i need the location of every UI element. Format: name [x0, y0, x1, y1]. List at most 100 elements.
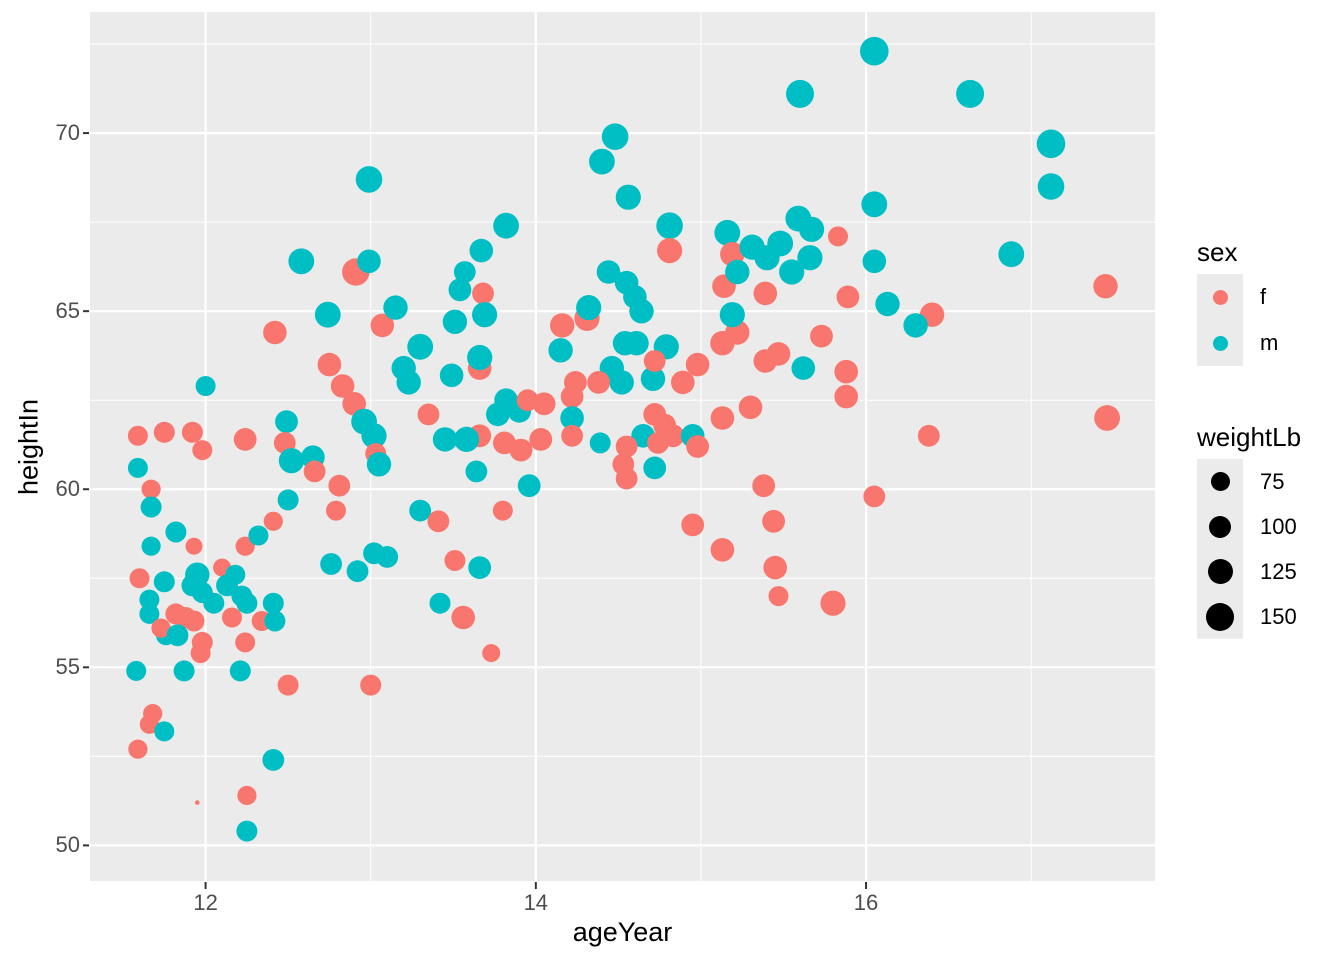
data-point	[762, 509, 785, 533]
data-point	[576, 295, 602, 321]
data-point	[791, 356, 816, 380]
x-axis-title: ageYear	[572, 917, 673, 947]
data-point	[129, 568, 150, 589]
data-point	[860, 36, 889, 66]
x-tick-label: 12	[193, 890, 218, 915]
x-tick-label: 14	[523, 890, 549, 915]
data-point	[275, 410, 298, 433]
data-point	[190, 643, 211, 664]
data-point	[560, 406, 584, 430]
legend-key-label: 125	[1260, 558, 1297, 584]
data-point	[956, 79, 985, 108]
data-point	[615, 467, 638, 490]
data-point	[326, 500, 346, 521]
data-point	[468, 556, 492, 579]
data-point	[139, 603, 160, 624]
data-point	[303, 460, 326, 483]
data-point	[998, 241, 1025, 268]
data-point	[439, 363, 464, 388]
data-point	[482, 644, 501, 663]
data-point	[767, 230, 794, 257]
data-point	[834, 384, 858, 409]
data-point	[752, 474, 776, 498]
data-point	[1037, 173, 1065, 200]
data-point	[317, 352, 342, 377]
data-point	[615, 184, 641, 210]
data-point	[140, 496, 162, 518]
data-point	[725, 259, 750, 285]
data-point	[763, 555, 787, 580]
data-point	[264, 610, 286, 632]
data-point	[216, 574, 238, 597]
data-point	[139, 589, 160, 610]
data-point	[589, 432, 611, 454]
data-point	[472, 302, 498, 328]
data-point	[685, 352, 710, 377]
size-legend-key-100: 100	[1197, 504, 1344, 549]
data-point	[165, 521, 187, 543]
data-point	[753, 281, 778, 306]
data-point	[357, 249, 381, 274]
data-point	[181, 421, 203, 443]
data-point	[1093, 274, 1118, 299]
data-point	[561, 424, 583, 447]
data-point	[640, 366, 666, 391]
data-point	[366, 452, 392, 477]
data-point	[493, 212, 519, 239]
data-point	[797, 245, 823, 271]
data-point	[277, 674, 299, 696]
data-point	[643, 456, 667, 480]
data-point	[710, 538, 735, 562]
data-point	[277, 489, 299, 511]
data-point	[657, 238, 683, 264]
data-point	[862, 249, 887, 274]
data-point	[492, 500, 513, 521]
data-point	[1036, 129, 1066, 159]
legend-key-label: 150	[1260, 603, 1297, 629]
data-point	[222, 607, 242, 628]
data-point	[361, 423, 387, 449]
size-dot-icon	[1209, 515, 1231, 538]
data-point	[151, 618, 171, 638]
data-point	[236, 592, 258, 614]
legend-key-box	[1197, 504, 1243, 549]
data-point	[442, 309, 468, 334]
data-point	[192, 440, 213, 461]
data-point	[548, 338, 573, 363]
data-point	[766, 342, 791, 366]
x-tick-label: 16	[853, 890, 879, 915]
data-point	[320, 553, 342, 575]
data-point	[453, 261, 476, 283]
size-dot-icon	[1210, 472, 1230, 491]
data-point	[370, 313, 395, 338]
data-point	[263, 511, 283, 531]
data-point	[779, 259, 805, 285]
data-point	[229, 660, 251, 682]
data-point	[330, 374, 355, 398]
data-point	[714, 219, 741, 246]
data-point	[154, 721, 175, 742]
data-point	[153, 421, 175, 443]
data-point	[875, 291, 900, 317]
data-point	[153, 571, 175, 593]
data-point	[195, 376, 216, 396]
data-point	[262, 749, 285, 771]
legend-key-box	[1197, 274, 1243, 320]
y-tick-label: 55	[55, 654, 80, 680]
data-point	[448, 278, 472, 302]
y-tick-label: 60	[55, 476, 80, 502]
legend-key-box	[1197, 549, 1243, 594]
data-point	[1094, 405, 1120, 431]
data-point	[810, 324, 833, 348]
size-dot-icon	[1207, 559, 1233, 584]
data-point	[560, 385, 584, 408]
legend-key-label: m	[1260, 330, 1279, 355]
data-point	[126, 660, 147, 681]
data-point	[444, 550, 466, 571]
data-point	[407, 333, 434, 360]
data-point	[346, 560, 369, 583]
data-point	[799, 216, 825, 242]
legend-key-f: f	[1197, 274, 1344, 320]
data-point	[432, 427, 458, 452]
data-point	[768, 586, 789, 607]
